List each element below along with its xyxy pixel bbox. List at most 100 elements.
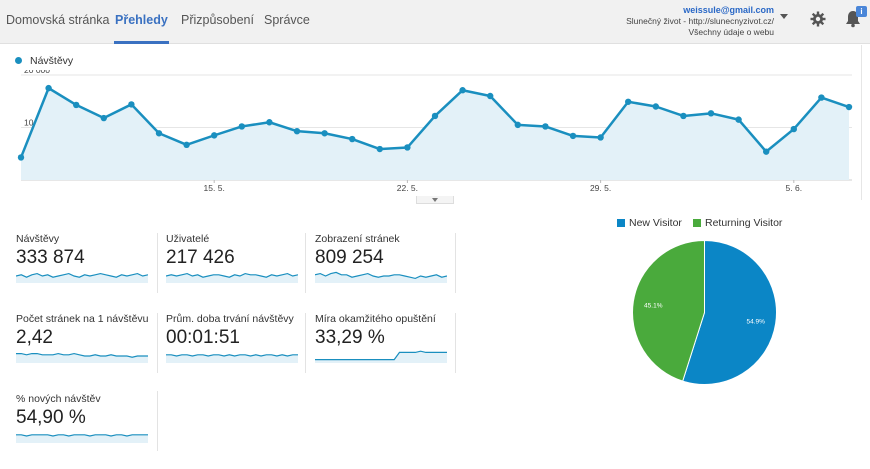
metric-label: Počet stránek na 1 návštěvu bbox=[16, 313, 149, 325]
visits-data-point[interactable] bbox=[128, 101, 135, 108]
gear-icon[interactable] bbox=[810, 11, 826, 27]
visits-data-point[interactable] bbox=[238, 123, 245, 130]
legend-returning-visitor: Returning Visitor bbox=[693, 217, 782, 229]
account-email: weissule@gmail.com bbox=[683, 5, 774, 15]
visits-data-point[interactable] bbox=[818, 94, 825, 101]
metric-value: 33,29 % bbox=[315, 327, 385, 348]
metric-sparkline bbox=[166, 354, 298, 363]
caret-down-icon bbox=[432, 198, 438, 202]
sparkline-area bbox=[16, 434, 148, 443]
metric-sparkline bbox=[16, 434, 148, 443]
metric-card[interactable]: Počet stránek na 1 návštěvu 2,42 bbox=[16, 313, 166, 373]
sparkline-line bbox=[315, 350, 447, 361]
metric-value: 54,90 % bbox=[16, 407, 86, 428]
metric-label: Zobrazení stránek bbox=[315, 233, 400, 245]
metric-card[interactable]: Zobrazení stránek 809 254 bbox=[315, 233, 465, 293]
sparkline-area bbox=[166, 273, 298, 283]
pie-slice-label: 54.9% bbox=[747, 318, 766, 325]
metric-card[interactable]: Míra okamžitého opuštění 33,29 % bbox=[315, 313, 465, 373]
visits-chart-panel bbox=[0, 45, 862, 200]
visits-data-point[interactable] bbox=[763, 148, 770, 155]
metric-label: Návštěvy bbox=[16, 233, 60, 245]
visits-data-point[interactable] bbox=[349, 135, 356, 143]
visits-data-point[interactable] bbox=[459, 87, 466, 94]
legend-new-visitor-label: New Visitor bbox=[629, 217, 682, 229]
metric-card[interactable]: Návštěvy 333 874 bbox=[16, 233, 166, 293]
visits-data-point[interactable] bbox=[183, 141, 190, 149]
metric-card[interactable]: Prům. doba trvání návštěvy 00:01:51 bbox=[166, 313, 316, 373]
metric-value: 333 874 bbox=[16, 247, 85, 268]
visits-data-point[interactable] bbox=[597, 134, 604, 141]
metric-divider bbox=[157, 391, 158, 451]
visits-data-point[interactable] bbox=[321, 130, 328, 137]
account-view: Všechny údaje o webu bbox=[688, 27, 774, 37]
metric-divider bbox=[455, 233, 456, 293]
legend-marker bbox=[15, 57, 22, 64]
metric-sparkline bbox=[16, 272, 148, 283]
metric-label: % nových návštěv bbox=[16, 393, 101, 405]
visits-data-point[interactable] bbox=[707, 110, 715, 117]
visits-data-point[interactable] bbox=[404, 144, 411, 151]
visits-data-point[interactable] bbox=[845, 103, 853, 111]
tab-reports[interactable]: Přehledy bbox=[114, 0, 169, 44]
visits-data-point[interactable] bbox=[790, 125, 797, 133]
visits-data-point[interactable] bbox=[155, 130, 163, 137]
visits-data-point[interactable] bbox=[680, 112, 687, 120]
legend-swatch bbox=[617, 219, 625, 227]
visits-data-point[interactable] bbox=[625, 98, 632, 105]
legend-swatch bbox=[693, 219, 701, 227]
visits-data-point[interactable] bbox=[487, 92, 494, 100]
metric-card[interactable]: % nových návštěv 54,90 % bbox=[16, 393, 166, 453]
metric-value: 809 254 bbox=[315, 247, 384, 268]
visits-data-point[interactable] bbox=[211, 132, 218, 139]
legend-label: Návštěvy bbox=[30, 55, 74, 67]
y-tick-label: 20 000 bbox=[24, 70, 50, 75]
metric-sparkline bbox=[166, 272, 298, 283]
metric-label: Prům. doba trvání návštěvy bbox=[166, 313, 294, 325]
metric-divider bbox=[305, 313, 306, 373]
pie-slice[interactable] bbox=[682, 240, 777, 385]
sparkline-line bbox=[166, 272, 298, 278]
metric-divider bbox=[305, 233, 306, 293]
visits-data-point[interactable] bbox=[266, 119, 273, 126]
tab-home[interactable]: Domovská stránka bbox=[6, 13, 110, 27]
sparkline-area bbox=[166, 354, 298, 363]
sparkline-line bbox=[16, 352, 148, 358]
visitor-type-pie-chart: 54.9% 45.1% bbox=[632, 240, 777, 385]
sparkline-line bbox=[16, 434, 148, 437]
account-selector[interactable]: weissule@gmail.com Slunečný život - http… bbox=[626, 5, 774, 38]
visits-data-point[interactable] bbox=[45, 84, 52, 92]
account-property: Slunečný život - http://slunecnyzivot.cz… bbox=[626, 16, 774, 26]
pie-slice[interactable] bbox=[632, 240, 705, 382]
visits-data-point[interactable] bbox=[652, 103, 659, 110]
visits-data-point[interactable] bbox=[293, 127, 301, 135]
metric-value: 217 426 bbox=[166, 247, 235, 268]
x-tick-label: 5. 6. bbox=[786, 183, 803, 193]
metric-value: 2,42 bbox=[16, 327, 53, 348]
visits-data-point[interactable] bbox=[542, 123, 549, 130]
metric-divider bbox=[157, 313, 158, 373]
metric-card[interactable]: Uživatelé 217 426 bbox=[166, 233, 316, 293]
metric-value: 00:01:51 bbox=[166, 327, 240, 348]
tab-admin[interactable]: Správce bbox=[264, 13, 310, 27]
collapse-chart-handle[interactable] bbox=[416, 196, 454, 204]
visits-data-point[interactable] bbox=[431, 112, 439, 120]
x-tick-label: 29. 5. bbox=[590, 183, 611, 193]
metric-label: Uživatelé bbox=[166, 233, 210, 245]
metric-sparkline bbox=[16, 352, 148, 363]
visits-data-point[interactable] bbox=[73, 101, 80, 109]
metric-label: Míra okamžitého opuštění bbox=[315, 313, 436, 325]
visits-data-point[interactable] bbox=[376, 145, 383, 153]
top-navigation-bar: Domovská stránka Přehledy Přizpůsobení S… bbox=[0, 0, 870, 44]
visits-data-point[interactable] bbox=[735, 116, 742, 123]
tab-customization[interactable]: Přizpůsobení bbox=[181, 13, 254, 27]
visits-data-point[interactable] bbox=[17, 154, 25, 161]
sparkline-area bbox=[16, 273, 148, 283]
visits-data-point[interactable] bbox=[569, 132, 577, 140]
sparkline-area bbox=[315, 272, 447, 283]
visits-data-point[interactable] bbox=[514, 121, 521, 129]
pie-slice-label: 45.1% bbox=[644, 303, 663, 310]
caret-down-icon[interactable] bbox=[780, 14, 788, 19]
visits-data-point[interactable] bbox=[100, 114, 108, 122]
legend-returning-visitor-label: Returning Visitor bbox=[705, 217, 783, 229]
